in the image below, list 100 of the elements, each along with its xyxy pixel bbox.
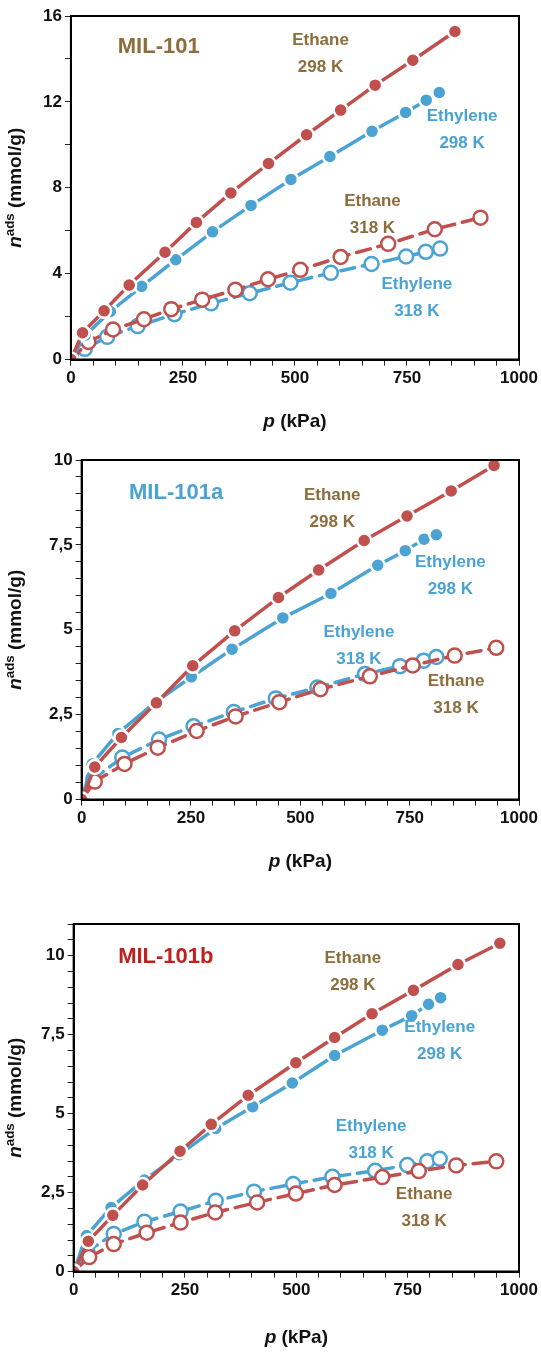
point	[417, 243, 435, 261]
point	[431, 240, 449, 257]
point	[282, 171, 300, 188]
y-tick-label: 10	[53, 449, 73, 469]
point	[105, 1235, 122, 1253]
point	[113, 729, 130, 746]
y-tick-label: 8	[52, 177, 62, 197]
y-tick-label: 4	[52, 263, 63, 283]
x-tick-label: 500	[286, 808, 315, 828]
point	[120, 276, 138, 294]
point	[270, 589, 287, 606]
point	[321, 148, 339, 165]
x-tick-label: 750	[395, 808, 424, 828]
point	[184, 657, 201, 675]
x-axis-title: p (kPa)	[262, 410, 327, 432]
point	[404, 657, 421, 674]
point	[446, 647, 463, 664]
y-tick-label: 2,5	[48, 704, 73, 724]
point	[332, 248, 349, 266]
point	[193, 291, 211, 308]
point	[488, 639, 505, 657]
point	[431, 1150, 448, 1168]
point	[80, 1233, 97, 1250]
point	[149, 739, 166, 756]
y-tick-label: 0	[52, 349, 62, 369]
series-label: Ethane 318 K	[427, 670, 485, 717]
point	[167, 251, 185, 268]
point	[222, 184, 240, 202]
point	[397, 104, 414, 121]
point	[134, 1176, 151, 1194]
y-tick-label: 0	[55, 1261, 65, 1281]
point	[472, 209, 489, 226]
point	[95, 302, 113, 320]
x-tick-label: 0	[76, 808, 87, 828]
point	[397, 248, 415, 265]
point	[104, 1207, 122, 1224]
point	[322, 585, 340, 602]
point	[361, 668, 379, 685]
point	[426, 221, 444, 238]
point	[227, 281, 244, 299]
y-tick-label: 2,5	[40, 1182, 65, 1202]
point	[226, 622, 243, 640]
series-label: Ethylene 298 K	[404, 1016, 476, 1063]
y-tick-label: 5	[63, 619, 73, 639]
series-label: Ethylene 318 K	[323, 621, 395, 668]
x-axis-title: p (kPa)	[263, 1326, 328, 1348]
series-label: Ethylene 318 K	[381, 273, 453, 320]
point	[363, 255, 380, 273]
point	[116, 755, 133, 773]
point	[248, 1194, 266, 1211]
y-tick-label: 16	[42, 5, 62, 25]
point	[80, 1248, 98, 1266]
x-tick-label: 1000	[500, 368, 538, 388]
text: MIL-101a	[129, 479, 224, 504]
point	[355, 532, 373, 549]
y-tick-label: 7,5	[40, 1024, 65, 1044]
y-tick-label: 12	[42, 91, 62, 111]
point	[449, 956, 467, 973]
point	[203, 1116, 220, 1133]
point	[227, 708, 244, 725]
point	[374, 1168, 391, 1186]
point	[172, 1214, 189, 1231]
point	[239, 1087, 257, 1104]
text: MIL-101	[117, 32, 200, 58]
y-tick-label: 7,5	[48, 534, 73, 554]
y-axis-title: nads (mmol/g)	[1, 127, 26, 248]
x-tick-label: 750	[393, 1280, 422, 1300]
point	[188, 722, 205, 740]
y-tick-label: 0	[63, 789, 73, 809]
x-tick-label: 500	[280, 368, 310, 388]
point	[287, 1185, 305, 1202]
y-tick-label: 10	[45, 945, 65, 965]
x-tick-label: 250	[176, 808, 206, 828]
point	[488, 1153, 505, 1170]
point	[188, 214, 205, 231]
series-label: Ethane 298 K	[324, 948, 382, 995]
series-label: Ethylene 318 K	[335, 1116, 407, 1163]
y-tick-label: 5	[55, 1103, 65, 1123]
point	[163, 300, 180, 318]
y-axis-title: nads (mmol/g)	[1, 1037, 26, 1158]
point	[242, 197, 260, 214]
point	[326, 1029, 343, 1046]
point	[271, 693, 288, 711]
point	[282, 274, 299, 291]
point	[326, 1176, 343, 1194]
x-tick-label: 1000	[500, 808, 538, 828]
point	[135, 310, 153, 328]
point	[260, 155, 277, 172]
point	[326, 1047, 343, 1064]
point	[241, 284, 258, 302]
series-label: Ethane 298 K	[303, 485, 361, 532]
y-axis-title: nads (mmol/g)	[1, 569, 26, 690]
series-label: Ethylene 298 K	[426, 106, 498, 153]
series-label: Ethane 318 K	[395, 1183, 453, 1230]
point	[410, 1162, 428, 1180]
point	[292, 261, 309, 279]
x-tick-label: 750	[392, 368, 422, 388]
x-tick-label: 250	[170, 1280, 200, 1300]
x-axis-title: p (kPa)	[267, 850, 332, 872]
point	[207, 1204, 224, 1221]
